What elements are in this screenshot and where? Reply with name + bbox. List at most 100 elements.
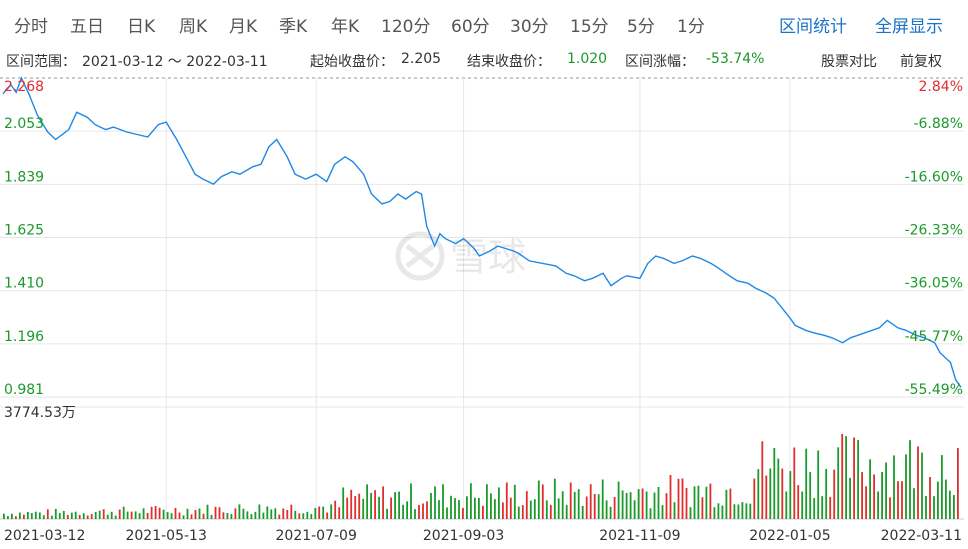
tab-6[interactable]: 年K xyxy=(331,17,360,37)
volume-bar xyxy=(74,511,77,519)
volume-bar xyxy=(70,512,73,519)
volume-bar xyxy=(226,513,229,519)
volume-bar xyxy=(434,486,436,519)
x-tick-label: 2021-11-09 xyxy=(599,528,680,544)
volume-bar xyxy=(581,505,584,519)
volume-bar xyxy=(957,448,959,519)
volume-bar xyxy=(645,491,648,519)
y-tick-right: -26.33% xyxy=(905,223,963,239)
volume-bar xyxy=(114,515,117,519)
volume-bar xyxy=(430,493,432,519)
volume-bar xyxy=(921,452,923,519)
volume-bar xyxy=(490,493,492,519)
adjust-mode-link[interactable]: 前复权 xyxy=(900,54,942,70)
tab-3[interactable]: 周K xyxy=(179,17,208,37)
tab-0[interactable]: 分时 xyxy=(14,17,48,37)
volume-bar xyxy=(841,433,844,519)
volume-bar xyxy=(717,503,720,519)
volume-bar xyxy=(358,493,361,519)
volume-bar xyxy=(346,497,349,519)
volume-bar xyxy=(186,508,189,519)
volume-bar xyxy=(765,475,768,519)
volume-bar xyxy=(330,504,333,519)
volume-bar xyxy=(474,497,476,519)
volume-bar xyxy=(877,491,879,519)
volume-bar xyxy=(885,462,887,519)
y-tick-right: -6.88% xyxy=(913,116,963,132)
volume-bar xyxy=(26,512,29,519)
volume-bar xyxy=(234,508,237,519)
stock-compare-link[interactable]: 股票对比 xyxy=(821,54,877,70)
volume-bar xyxy=(462,507,464,519)
tab-2[interactable]: 日K xyxy=(127,17,156,37)
volume-bar xyxy=(617,481,620,519)
volume-bar xyxy=(917,446,919,519)
tab-8[interactable]: 60分 xyxy=(451,17,490,37)
volume-bar xyxy=(110,511,113,519)
volume-bar xyxy=(218,507,221,519)
range-value: 2021-03-12 ～ 2022-03-11 xyxy=(82,54,268,70)
tab-1[interactable]: 五日 xyxy=(70,17,104,37)
price-series-line xyxy=(2,76,962,388)
volume-bar xyxy=(150,506,153,519)
volume-bar xyxy=(190,514,193,519)
volume-bar xyxy=(741,502,744,519)
volume-bar xyxy=(569,482,572,519)
volume-bar xyxy=(126,511,129,519)
volume-bar xyxy=(86,515,89,519)
volume-bar xyxy=(625,493,628,519)
tab-10[interactable]: 15分 xyxy=(570,17,609,37)
volume-bar xyxy=(913,488,915,519)
volume-bar xyxy=(262,512,265,519)
tab-4[interactable]: 月K xyxy=(229,17,258,37)
volume-bar xyxy=(777,458,780,519)
volume-bar xyxy=(54,508,57,519)
x-tick-label: 2022-03-11 xyxy=(881,528,962,544)
volume-bar xyxy=(238,504,241,519)
tab-12[interactable]: 1分 xyxy=(677,17,705,37)
volume-bar xyxy=(146,513,149,519)
volume-bar xyxy=(589,484,592,519)
volume-bar xyxy=(406,501,408,519)
volume-bar xyxy=(378,496,380,519)
volume-bar xyxy=(222,512,225,519)
volume-bar xyxy=(206,504,209,519)
volume-bar xyxy=(605,500,608,519)
tab-7[interactable]: 120分 xyxy=(381,17,431,37)
volume-bar xyxy=(693,486,696,519)
volume-bar xyxy=(15,516,17,519)
volume-bar xyxy=(182,515,185,519)
y-tick-right: -45.77% xyxy=(905,329,963,345)
volume-bar xyxy=(242,508,245,519)
volume-bar xyxy=(402,504,404,519)
volume-bar xyxy=(162,509,165,519)
tab-5[interactable]: 季K xyxy=(279,17,308,37)
tab-11[interactable]: 5分 xyxy=(627,17,655,37)
x-tick-label: 2021-07-09 xyxy=(276,528,357,544)
interval-stats-link[interactable]: 区间统计 xyxy=(779,17,847,37)
volume-bar xyxy=(390,497,392,519)
volume-bar xyxy=(23,514,25,519)
volume-bar xyxy=(366,484,368,519)
volume-bar xyxy=(821,496,824,519)
fullscreen-link[interactable]: 全屏显示 xyxy=(875,17,943,37)
volume-bar xyxy=(805,448,808,519)
volume-bar xyxy=(382,486,384,519)
tab-9[interactable]: 30分 xyxy=(510,17,549,37)
xueqiu-watermark: 雪球 xyxy=(395,231,526,281)
y-tick-left: 1.196 xyxy=(4,329,44,345)
volume-bar xyxy=(553,478,556,519)
volume-bar xyxy=(665,493,668,519)
volume-bar xyxy=(813,498,816,519)
y-tick-right: -36.05% xyxy=(905,276,963,292)
volume-bar xyxy=(302,513,305,519)
volume-bar xyxy=(354,496,357,519)
volume-bar xyxy=(486,484,488,519)
change-label: 区间涨幅： xyxy=(625,54,695,70)
volume-bar xyxy=(769,468,772,519)
volume-bar xyxy=(597,494,600,519)
volume-bar xyxy=(905,454,907,519)
volume-bar xyxy=(438,500,440,519)
volume-bar xyxy=(637,489,640,519)
